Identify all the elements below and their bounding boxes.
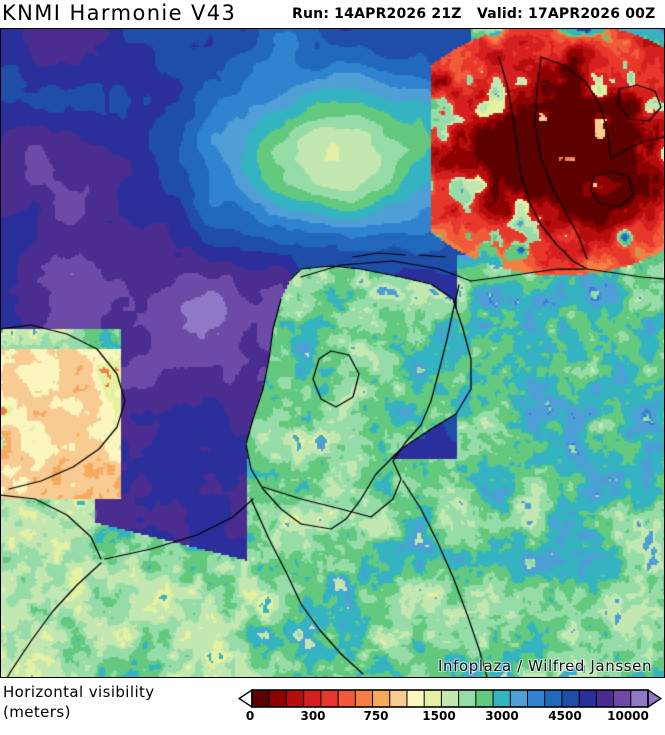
colorbar-swatches[interactable] <box>238 688 662 710</box>
colorbar-tick-4500: 4500 <box>548 709 582 723</box>
legend-title-line2: (meters) <box>3 703 71 721</box>
model-title: KNMI Harmonie V43 <box>2 1 237 25</box>
valid-time-label: Valid: 17APR2026 00Z <box>477 6 656 22</box>
legend-title-line1: Horizontal visibility <box>3 683 155 701</box>
colorbar-tick-1500: 1500 <box>422 709 456 723</box>
colorbar[interactable]: 03007501500300045001000020000 <box>238 688 662 728</box>
colorbar-tick-10000: 10000 <box>607 709 649 723</box>
run-time-label: Run: 14APR2026 21Z <box>292 6 462 22</box>
colorbar-tick-0: 0 <box>245 709 255 723</box>
visibility-heatmap-canvas[interactable] <box>1 29 664 677</box>
legend-title: Horizontal visibility (meters) <box>3 682 155 722</box>
legend-panel: Horizontal visibility (meters) 0 300 750 15… <box>0 680 665 735</box>
map-panel[interactable]: Infoplaza / Wilfred Janssen <box>0 28 665 678</box>
colorbar-tick-300: 300 <box>300 709 326 723</box>
header-bar: KNMI Harmonie V43 Run: 14APR2026 21Z Val… <box>0 0 665 28</box>
colorbar-tick-750: 750 <box>363 709 389 723</box>
colorbar-tick-3000: 3000 <box>485 709 519 723</box>
